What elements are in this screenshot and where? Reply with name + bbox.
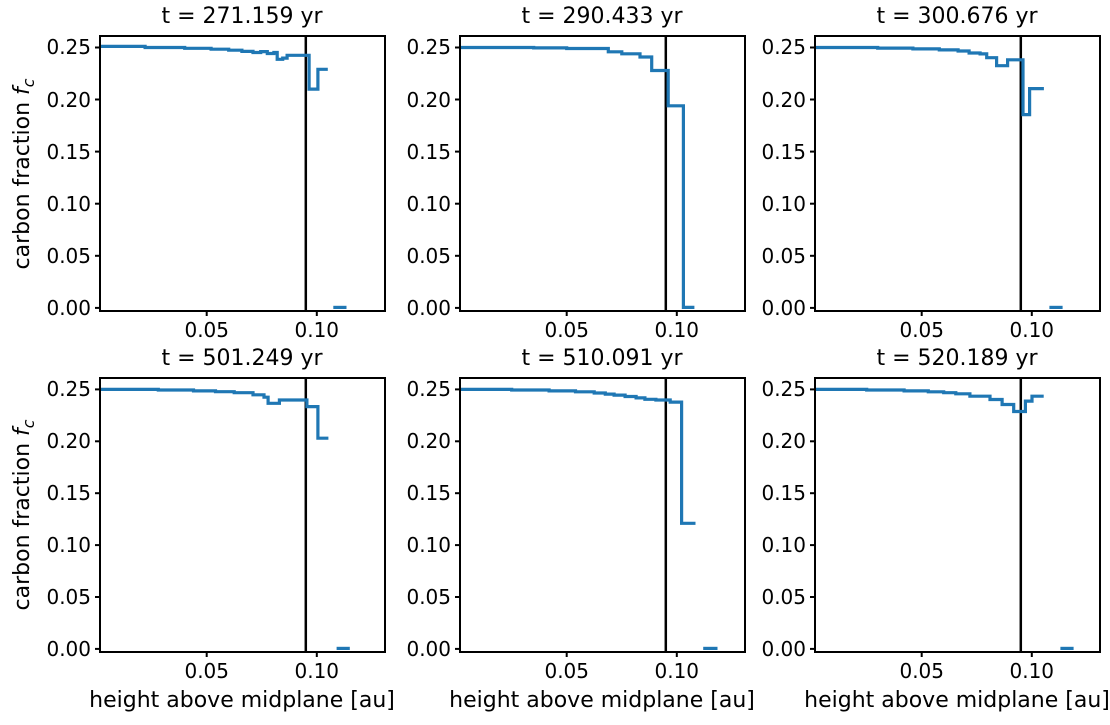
carbon-fraction-profile	[100, 387, 329, 440]
y-axis-label-math-f: f	[9, 87, 35, 95]
x-tick-label: 0.05	[544, 659, 589, 683]
axes-frame	[814, 35, 1101, 312]
carbon-fraction-profile	[460, 387, 696, 525]
subplot-1-canvas	[95, 35, 386, 316]
axes-frame	[459, 35, 746, 312]
axes-frame	[814, 377, 1101, 653]
subplot-5-canvas	[455, 377, 746, 657]
y-tick-label: 0.25	[406, 35, 451, 60]
y-tick-label: 0.15	[46, 139, 91, 164]
y-tick-label: 0.00	[406, 295, 451, 320]
y-tick-label: 0.10	[761, 191, 806, 216]
y-tick-label: 0.05	[46, 584, 91, 609]
subplot-2-title: t = 290.433 yr	[521, 4, 683, 29]
subplot-6-title: t = 520.189 yr	[876, 346, 1038, 371]
y-tick-label: 0.20	[761, 429, 806, 454]
x-tick-label: 0.10	[654, 318, 700, 342]
y-axis-label-sub-c: c	[19, 419, 39, 429]
y-tick-label: 0.20	[46, 429, 91, 454]
y-tick-label: 0.25	[761, 377, 806, 402]
y-tick-label: 0.10	[761, 533, 806, 558]
y-tick-label: 0.10	[406, 533, 451, 558]
subplot-2-plot-area: 0.05 0.10 0.00 0.05 0.10 0.15 0.20 0.25	[406, 35, 746, 341]
x-axis-label-col2: height above midplane [au]	[449, 688, 755, 713]
subplot-4-title: t = 501.249 yr	[161, 346, 323, 371]
axes-frame	[99, 35, 386, 312]
y-tick-label: 0.00	[761, 636, 806, 661]
y-axis-label-sub-c: c	[19, 78, 39, 88]
y-axis-label-row2: carbon fraction fc	[10, 420, 42, 611]
y-axis-label-math-f: f	[9, 428, 35, 436]
y-axis-label-text: carbon fraction	[9, 435, 35, 611]
y-tick-label: 0.05	[406, 584, 451, 609]
y-tick-label: 0.25	[46, 35, 91, 60]
y-tick-label: 0.00	[761, 295, 806, 320]
carbon-fraction-profile	[460, 45, 695, 309]
y-tick-label: 0.25	[761, 35, 806, 60]
y-tick-label: 0.10	[406, 191, 451, 216]
x-tick-label: 0.05	[899, 318, 944, 342]
y-tick-label: 0.00	[406, 636, 451, 661]
y-tick-label: 0.20	[761, 87, 806, 112]
subplot-3-plot-area: 0.05 0.10 0.00 0.05 0.10 0.15 0.20 0.25	[761, 35, 1101, 341]
y-tick-label: 0.15	[46, 481, 91, 506]
subplot-4-plot-area: 0.05 0.10 0.00 0.05 0.10 0.15 0.20 0.25	[46, 377, 386, 682]
carbon-fraction-profile	[815, 45, 1044, 117]
y-axis-label-row1: carbon fraction fc	[10, 79, 42, 270]
y-tick-label: 0.25	[406, 377, 451, 402]
subplot-6-plot-area: 0.05 0.10 0.00 0.05 0.10 0.15 0.20 0.25	[761, 377, 1101, 682]
y-tick-label: 0.00	[46, 636, 91, 661]
x-tick-label: 0.10	[1009, 318, 1055, 342]
y-tick-label: 0.00	[46, 295, 91, 320]
x-tick-label: 0.05	[544, 318, 589, 342]
y-tick-label: 0.10	[46, 533, 91, 558]
subplot-2-canvas	[455, 35, 746, 316]
y-tick-label: 0.15	[761, 481, 806, 506]
x-tick-label: 0.10	[294, 318, 340, 342]
x-tick-label: 0.05	[184, 318, 229, 342]
y-axis-label-text: carbon fraction	[9, 94, 35, 270]
subplot-5-title: t = 510.091 yr	[521, 346, 683, 371]
x-axis-label-col1: height above midplane [au]	[89, 688, 395, 713]
y-tick-label: 0.05	[406, 243, 451, 268]
subplot-3-canvas	[810, 35, 1101, 316]
subplot-5-plot-area: 0.05 0.10 0.00 0.05 0.10 0.15 0.20 0.25	[406, 377, 746, 682]
y-tick-label: 0.05	[761, 584, 806, 609]
carbon-fraction-profile	[815, 387, 1044, 414]
axes-frame	[99, 377, 386, 653]
x-axis-label-col3: height above midplane [au]	[804, 688, 1110, 713]
axes-frame	[459, 377, 746, 653]
y-tick-label: 0.15	[406, 139, 451, 164]
carbon-fraction-profile	[100, 44, 328, 91]
y-tick-label: 0.20	[406, 87, 451, 112]
y-tick-label: 0.10	[46, 191, 91, 216]
x-tick-label: 0.05	[899, 659, 944, 683]
subplot-1-title: t = 271.159 yr	[161, 4, 323, 29]
x-tick-label: 0.10	[1009, 659, 1055, 683]
x-tick-label: 0.10	[294, 659, 340, 683]
x-tick-label: 0.05	[184, 659, 229, 683]
y-tick-label: 0.15	[761, 139, 806, 164]
subplot-4-canvas	[95, 377, 386, 657]
y-tick-label: 0.25	[46, 377, 91, 402]
subplot-6-canvas	[810, 377, 1101, 657]
y-tick-label: 0.15	[406, 481, 451, 506]
y-tick-label: 0.05	[46, 243, 91, 268]
subplot-1-plot-area: 0.05 0.10 0.00 0.05 0.10 0.15 0.20 0.25	[46, 35, 386, 341]
y-tick-label: 0.20	[406, 429, 451, 454]
y-tick-label: 0.05	[761, 243, 806, 268]
x-tick-label: 0.10	[654, 659, 700, 683]
y-tick-label: 0.20	[46, 87, 91, 112]
subplot-3-title: t = 300.676 yr	[876, 4, 1038, 29]
